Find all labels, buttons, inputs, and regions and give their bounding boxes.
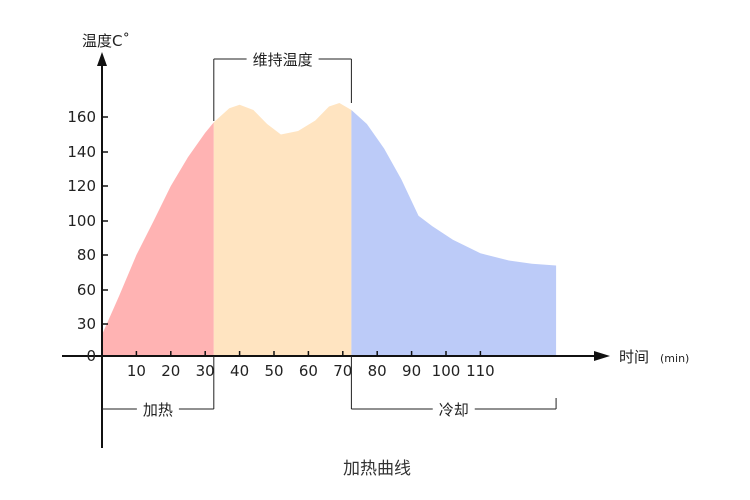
x-tick-label: 40	[230, 362, 249, 380]
x-axis-label: 时间	[619, 348, 649, 366]
x-tick-label: 70	[333, 362, 352, 380]
y-tick-label: 160	[67, 108, 96, 126]
hold-phase-label: 维持温度	[253, 51, 313, 69]
y-tick-label: 140	[67, 143, 96, 161]
cooling-phase-label-bg	[432, 402, 475, 420]
y-tick-label: 100	[67, 212, 96, 230]
x-tick-label: 30	[196, 362, 215, 380]
chart-title: 加热曲线	[343, 459, 411, 479]
x-axis-unit: (min)	[660, 352, 689, 365]
hold-phase-label-bg	[246, 52, 319, 70]
x-tick-label: 10	[127, 362, 146, 380]
y-tick-label: 30	[77, 315, 96, 333]
heating-phase-label: 加热	[143, 401, 173, 419]
y-tick-label: 80	[77, 246, 96, 264]
x-tick-label: 20	[161, 362, 180, 380]
y-tick-label: 120	[67, 177, 96, 195]
cooling-phase-label: 冷却	[439, 401, 469, 419]
phase-area-0	[102, 122, 214, 356]
y-tick-label: 60	[77, 281, 96, 299]
x-tick-label: 50	[264, 362, 283, 380]
y-tick-label: 0	[86, 347, 96, 365]
y-tick-labels: 0 30 60 80 100 120 140 160	[67, 108, 108, 365]
x-tick-labels: 10 20 30 40 50 60 70 80 90 100 110	[127, 351, 495, 380]
x-tick-label: 60	[299, 362, 318, 380]
x-tick-label: 110	[466, 362, 495, 380]
x-tick-label: 80	[368, 362, 387, 380]
y-axis-arrow	[97, 52, 107, 66]
phase-area-1	[213, 103, 352, 356]
y-axis-label: 温度C˚	[82, 32, 130, 50]
heating-phase-label-bg	[136, 402, 179, 420]
phase-areas	[102, 103, 557, 356]
x-tick-label: 100	[432, 362, 461, 380]
x-tick-label: 90	[402, 362, 421, 380]
x-axis-arrow	[594, 351, 610, 361]
phase-area-2	[351, 110, 557, 356]
